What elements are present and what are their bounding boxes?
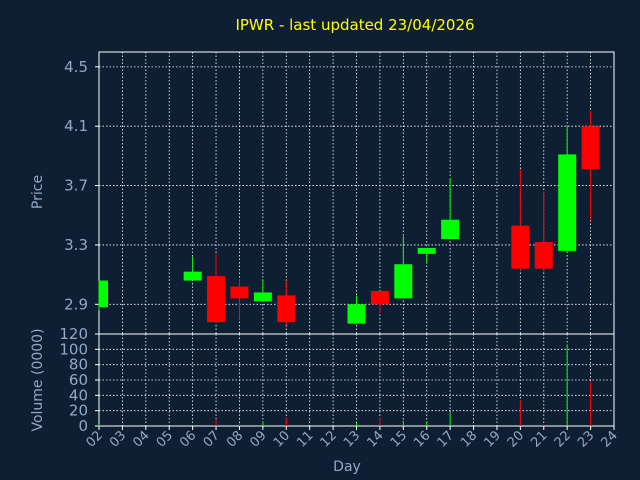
x-tick-label: 10 (271, 428, 293, 450)
price-tick-label: 2.9 (64, 295, 88, 313)
x-tick-label: 21 (528, 428, 550, 450)
volume-tick-label: 60 (69, 371, 88, 389)
x-tick-label: 17 (435, 428, 457, 450)
candle-body (253, 292, 272, 302)
volume-tick-label: 40 (69, 386, 88, 404)
candle-body (558, 154, 577, 251)
price-panel: 2.9 3.3 3.7 4.1 4.5 (64, 51, 615, 335)
candle-body (534, 241, 553, 269)
volume-tick-label: 100 (59, 340, 88, 358)
x-tick-label: 22 (552, 428, 574, 450)
volume-tick-label: 120 (59, 325, 88, 343)
candle-body (441, 219, 460, 240)
day-axis-label: Day (333, 459, 361, 475)
volume-tick-label: 80 (69, 356, 88, 374)
candle-body (347, 304, 366, 324)
x-tick-label: 18 (458, 428, 480, 450)
x-tick-label: 07 (201, 428, 223, 450)
candle-body (417, 247, 436, 254)
candle-body (183, 271, 202, 281)
volume-axis-label: Volume (0000) (30, 328, 46, 431)
candle-body (581, 126, 600, 170)
chart-title: IPWR - last updated 23/04/2026 (235, 16, 474, 34)
volume-tick-label: 20 (69, 402, 88, 420)
x-tick-label: 16 (411, 428, 433, 450)
price-axis-label: Price (30, 175, 46, 209)
candle-body (394, 264, 413, 299)
x-tick-label: 04 (130, 428, 152, 450)
x-tick-label: 20 (505, 428, 527, 450)
x-tick-label: 24 (599, 428, 621, 450)
candle-body (207, 276, 226, 323)
price-tick-label: 4.5 (64, 58, 88, 76)
x-tick-label: 06 (177, 428, 199, 450)
x-tick-label: 09 (247, 428, 269, 450)
x-tick-label: 15 (388, 428, 410, 450)
x-tick-label: 11 (294, 428, 316, 450)
volume-tick-label: 0 (78, 417, 88, 435)
x-tick-label: 03 (107, 428, 129, 450)
x-tick-label: 23 (575, 428, 597, 450)
x-tick-label: 14 (364, 428, 386, 450)
candle-body (230, 286, 249, 299)
x-tick-label: 19 (481, 428, 503, 450)
candle-body (99, 280, 108, 308)
x-tick-label: 08 (224, 428, 246, 450)
x-tick-label: 12 (318, 428, 340, 450)
price-tick-label: 4.1 (64, 117, 88, 135)
candle-body (277, 295, 296, 323)
price-tick-label: 3.3 (64, 236, 88, 254)
price-tick-label: 3.7 (64, 177, 88, 195)
candle-body (511, 225, 530, 269)
x-tick-label: 13 (341, 428, 363, 450)
volume-panel: 02 03 04 05 06 07 08 09 10 11 12 13 14 15 16 17 18 19 20 21… (59, 325, 620, 451)
x-tick-label: 05 (154, 428, 176, 450)
candle-body (370, 290, 389, 305)
